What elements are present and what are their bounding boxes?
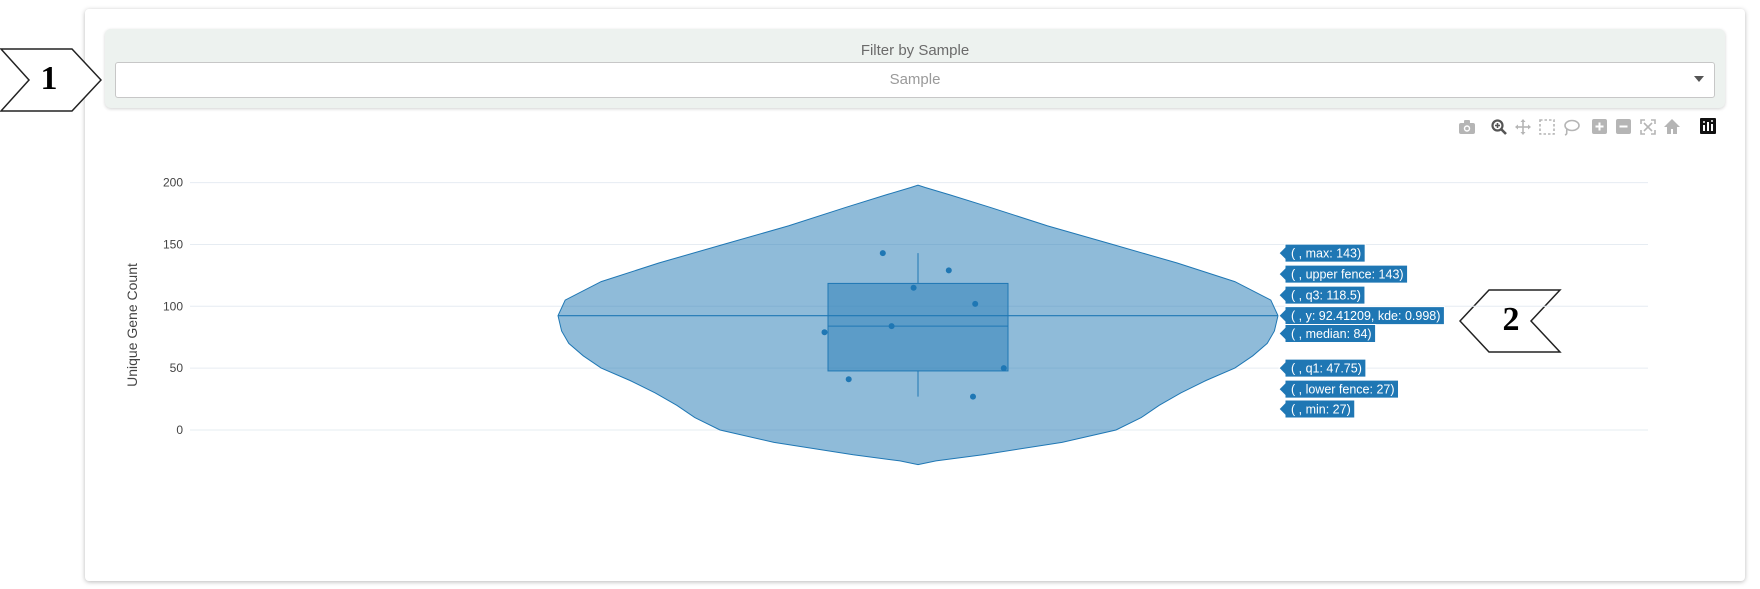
- box-iqr: [827, 282, 1009, 372]
- hover-label: ( , lower fence: 27): [1278, 379, 1400, 399]
- violin-body: [557, 184, 1279, 466]
- data-point: [1000, 365, 1007, 372]
- hover-label-text: ( , q3: 118.5): [1291, 289, 1361, 303]
- zoom-in-icon[interactable]: [1592, 119, 1607, 134]
- y-tick-label: 50: [170, 361, 184, 375]
- hover-label-box: [1278, 264, 1409, 284]
- hover-label: ( , q3: 118.5): [1278, 285, 1366, 305]
- pan-icon[interactable]: [1515, 119, 1531, 135]
- y-axis-ticks: 0 50 100 150 200: [163, 176, 183, 437]
- hover-label-box: [1278, 324, 1377, 344]
- hover-label-box: [1278, 358, 1367, 378]
- hover-label-text: ( , q1: 47.75): [1291, 362, 1362, 376]
- sample-dropdown[interactable]: Sample: [115, 62, 1715, 98]
- callout-arrow-1: [0, 48, 102, 112]
- hover-label-text: ( , min: 27): [1291, 402, 1351, 416]
- plot-modebar: [1459, 118, 1716, 136]
- box-select-icon[interactable]: [1539, 119, 1555, 135]
- hover-label-box: [1278, 285, 1366, 305]
- hover-label: ( , median: 84): [1278, 324, 1377, 344]
- hover-label-text: ( , y: 92.41209, kde: 0.998): [1291, 309, 1440, 323]
- hover-label-text: ( , upper fence: 143): [1291, 268, 1404, 282]
- callout-arrow-2: [1459, 289, 1562, 353]
- data-point: [888, 323, 895, 330]
- data-point: [821, 329, 828, 336]
- hover-label-box: [1278, 306, 1445, 326]
- hover-label: ( , min: 27): [1278, 399, 1356, 419]
- camera-icon[interactable]: [1459, 120, 1475, 134]
- data-point: [845, 376, 852, 383]
- sample-filter-panel: Filter by Sample Sample: [105, 29, 1725, 108]
- callout-number-1: 1: [40, 60, 58, 97]
- hover-label: ( , y: 92.41209, kde: 0.998): [1278, 306, 1445, 326]
- hover-label-text: ( , lower fence: 27): [1291, 383, 1395, 397]
- chevron-down-icon[interactable]: [1694, 76, 1704, 82]
- y-tick-label: 100: [163, 299, 183, 313]
- violin-trace[interactable]: [557, 184, 1279, 466]
- hover-label-box: [1278, 379, 1400, 399]
- reset-axes-icon[interactable]: [1664, 119, 1680, 134]
- lasso-icon[interactable]: [1564, 119, 1580, 136]
- hover-label-box: [1278, 399, 1356, 419]
- data-point: [910, 284, 917, 291]
- hover-label: ( , max: 143): [1278, 243, 1366, 263]
- y-tick-label: 150: [163, 237, 183, 251]
- zoom-out-icon[interactable]: [1616, 119, 1631, 134]
- data-point: [879, 250, 886, 257]
- data-point: [972, 300, 979, 307]
- data-point: [970, 393, 976, 400]
- plotly-logo-icon[interactable]: [1700, 118, 1716, 134]
- hover-labels: ( , max: 143) ( , upper fence: 143) ( , q3…: [1278, 243, 1445, 419]
- sample-dropdown-placeholder: Sample: [889, 71, 941, 88]
- y-tick-label: 0: [176, 423, 183, 437]
- hover-label-box: [1278, 243, 1366, 263]
- callout-number-2: 2: [1502, 301, 1520, 338]
- hover-label-text: ( , median: 84): [1291, 327, 1372, 341]
- data-point: [945, 267, 952, 274]
- y-tick-label: 200: [163, 176, 183, 190]
- hover-label: ( , upper fence: 143): [1278, 264, 1409, 284]
- filter-title: Filter by Sample: [860, 42, 970, 59]
- zoom-icon[interactable]: [1491, 119, 1507, 135]
- hover-label: ( , q1: 47.75): [1278, 358, 1367, 378]
- autoscale-icon[interactable]: [1640, 119, 1656, 135]
- hover-label-text: ( , max: 143): [1291, 247, 1361, 261]
- y-axis-label: Unique Gene Count: [124, 263, 140, 387]
